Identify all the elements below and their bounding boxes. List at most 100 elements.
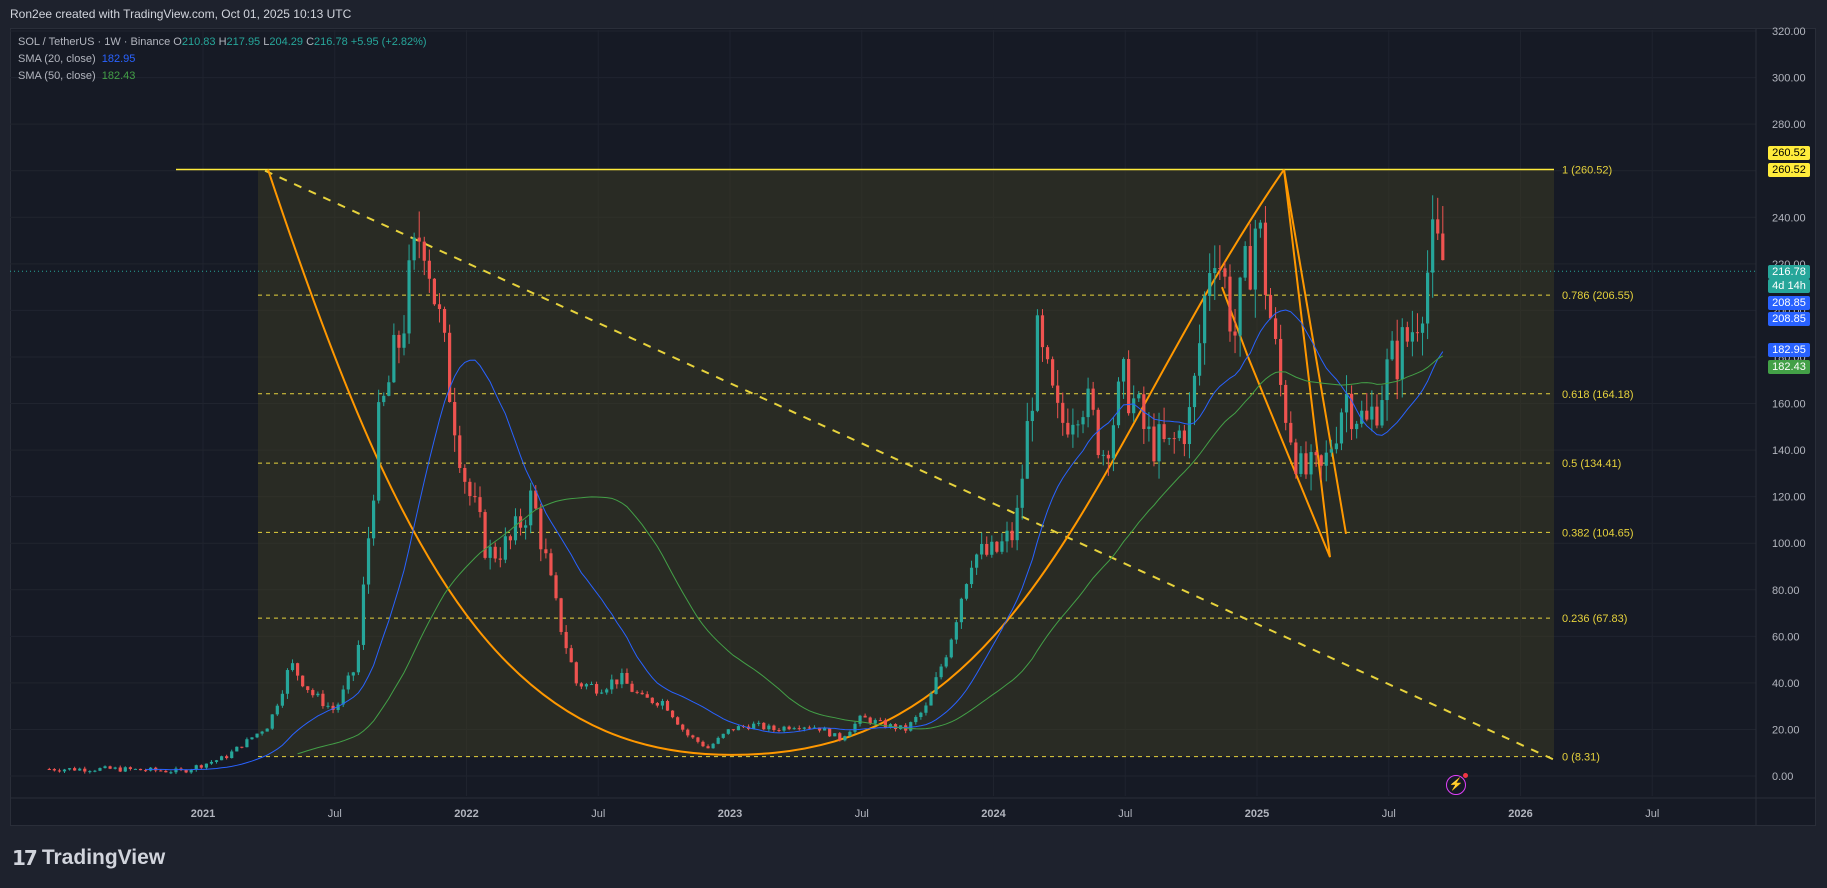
candle-body [1238, 277, 1242, 336]
candle-body [336, 704, 340, 710]
candle-body [1436, 219, 1440, 234]
candle-body [184, 769, 188, 773]
candle-body [959, 598, 964, 623]
candle-body [924, 705, 928, 713]
candle-body [807, 727, 811, 729]
candle-body [1431, 219, 1435, 273]
candle-body [346, 675, 350, 690]
candle-body [1410, 332, 1414, 342]
candle-body [260, 731, 264, 734]
candle-body [1370, 406, 1374, 420]
candle-body [1355, 423, 1359, 430]
candle-body [828, 728, 832, 737]
candle-body [133, 768, 138, 770]
ohlc-high: H217.95 [218, 36, 261, 48]
candle-body [1395, 340, 1399, 380]
candle-body [817, 727, 822, 731]
candle-body [240, 746, 244, 748]
candle-body [1116, 381, 1121, 426]
candle-body [245, 739, 249, 748]
candle-body [848, 731, 852, 737]
candle-body [1005, 530, 1009, 542]
sma20-line [145, 309, 1444, 771]
candle-body [878, 720, 882, 722]
candle-body [295, 663, 300, 676]
candle-body [584, 684, 589, 687]
candle-body [1248, 246, 1252, 290]
candle-body [757, 722, 761, 724]
candle-body [833, 733, 837, 737]
candle-body [767, 725, 771, 730]
candle-body [128, 767, 132, 769]
sma50-price-tag: 182.43 [1768, 360, 1810, 374]
candle-body [351, 672, 355, 676]
x-tick-label: 2023 [718, 808, 742, 820]
x-tick-label: Jul [1118, 808, 1132, 820]
candle-body [1162, 424, 1166, 440]
sma50-legend[interactable]: SMA (50, close) 182.43 [18, 70, 136, 82]
candle-body [620, 672, 624, 685]
candle-body [1319, 455, 1323, 466]
candle-body [1066, 422, 1070, 435]
candle-body [655, 703, 659, 706]
candle-body [306, 686, 310, 691]
candle-body [964, 584, 969, 599]
candle-body [169, 772, 173, 774]
descending-trendline [264, 169, 1555, 761]
candle-body [1218, 268, 1222, 270]
candle-body [600, 692, 604, 694]
candle-body [868, 717, 872, 724]
ohlc-change: +5.95 (+2.82%) [350, 36, 427, 48]
candle-body [1025, 421, 1029, 479]
candle-body [752, 723, 756, 730]
candle-body [280, 693, 284, 706]
lightning-icon[interactable]: ⚡ [1446, 773, 1468, 795]
candle-body [1182, 430, 1186, 445]
candle-body [1081, 417, 1085, 425]
candle-body [691, 735, 695, 738]
candle-body [189, 769, 193, 773]
candle-body [630, 683, 634, 692]
candle-body [255, 733, 259, 738]
candle-body [468, 481, 472, 497]
candle-body [1086, 388, 1090, 418]
candle-body [1365, 410, 1369, 420]
candle-body [1172, 438, 1176, 440]
candle-body [1091, 388, 1095, 410]
candle-body [508, 536, 513, 541]
candle-body [1289, 422, 1293, 443]
cup-pattern-curve [267, 168, 1285, 756]
candle-body [83, 768, 87, 772]
candle-body [736, 726, 741, 731]
candle-body [665, 700, 670, 711]
candle-body [1197, 343, 1202, 376]
candle-body [174, 768, 178, 773]
candle-body [219, 756, 224, 761]
tradingview-logo[interactable]: 𝟭𝟳 TradingView [12, 846, 165, 870]
candle-body [311, 690, 315, 696]
candle-body [802, 727, 806, 729]
candle-body [1157, 424, 1161, 462]
candle-body [1177, 430, 1181, 439]
candle-body [731, 729, 735, 731]
candle-body [792, 728, 796, 730]
candle-body [1061, 402, 1065, 423]
candle-body [1213, 268, 1217, 274]
candle-body [1243, 246, 1247, 278]
candle-body [321, 693, 325, 707]
candle-body [1208, 273, 1212, 296]
y-tick-label: 20.00 [1772, 724, 1800, 736]
ohlc-open: O210.83 [173, 36, 216, 48]
candle-body [442, 309, 447, 333]
sma20-price-tag: 182.95 [1768, 343, 1810, 357]
chart-caption: Ron2ee created with TradingView.com, Oct… [10, 7, 352, 21]
sma20-legend[interactable]: SMA (20, close) 182.95 [18, 53, 136, 65]
candle-body [331, 705, 335, 710]
fib-level-label: 0.236 (67.83) [1562, 613, 1627, 625]
candle-body [118, 767, 122, 772]
fib-level-label: 0.618 (164.18) [1562, 389, 1634, 401]
candle-body [503, 536, 507, 560]
candle-body [493, 546, 497, 559]
symbol-title[interactable]: SOL / TetherUS · 1W · Binance [18, 36, 171, 48]
